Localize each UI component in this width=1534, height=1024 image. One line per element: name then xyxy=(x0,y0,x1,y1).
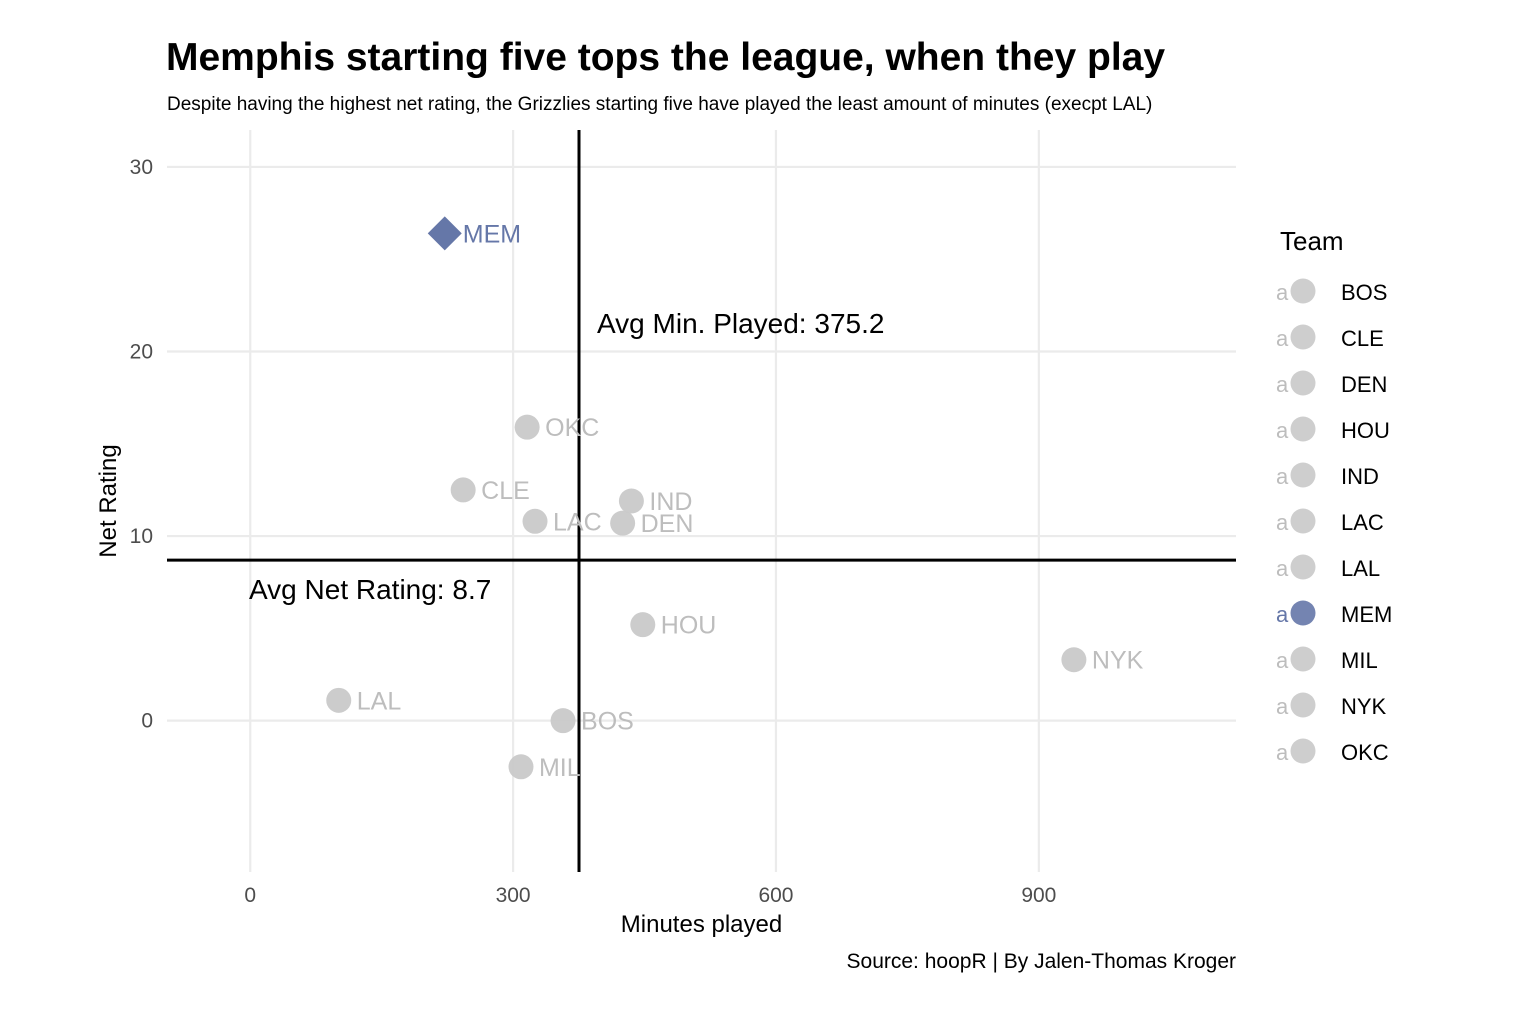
y-tick-label: 30 xyxy=(130,156,153,179)
y-tick-label: 0 xyxy=(141,710,153,733)
grid-lines xyxy=(167,130,1236,872)
legend-key-lal xyxy=(1290,554,1316,580)
legend-label-mil: MIL xyxy=(1341,648,1378,673)
legend-glyph-text: a xyxy=(1276,556,1289,581)
legend-key-ind xyxy=(1290,462,1316,488)
point-lac xyxy=(522,508,548,534)
legend-key-den xyxy=(1290,370,1316,396)
legend-label-ind: IND xyxy=(1341,464,1379,489)
axis-ticks: 0 300 600 900 0 10 20 30 xyxy=(130,156,1057,907)
legend-title: Team xyxy=(1280,226,1344,256)
legend-glyph-text: a xyxy=(1276,510,1289,535)
legend-label-lac: LAC xyxy=(1341,510,1384,535)
legend-glyph-text: a xyxy=(1276,464,1289,489)
point-label-cle: CLE xyxy=(481,477,530,505)
legend-glyph-text: a xyxy=(1276,372,1289,397)
point-ind xyxy=(618,488,644,514)
y-tick-label: 20 xyxy=(130,340,153,363)
legend-glyph-text: a xyxy=(1276,694,1289,719)
point-label-den: DEN xyxy=(641,510,694,538)
y-axis-title: Net Rating xyxy=(95,444,122,557)
legend-key-okc xyxy=(1290,738,1316,764)
avg-minutes-annotation: Avg Min. Played: 375.2 xyxy=(597,308,884,339)
point-label-mem: MEM xyxy=(463,220,521,248)
legend-key-nyk xyxy=(1290,692,1316,718)
chart-title: Memphis starting five tops the league, w… xyxy=(166,36,1166,79)
point-label-hou: HOU xyxy=(661,612,717,640)
point-den xyxy=(610,510,636,536)
legend-key-mem xyxy=(1290,600,1316,626)
legend-key-hou xyxy=(1290,416,1316,442)
point-label-mil: MIL xyxy=(539,754,581,782)
legend-label-cle: CLE xyxy=(1341,326,1384,351)
legend-label-bos: BOS xyxy=(1341,280,1387,305)
point-nyk xyxy=(1061,647,1087,673)
reference-lines: Avg Min. Played: 375.2 Avg Net Rating: 8.… xyxy=(167,130,1236,872)
legend-glyph-text: a xyxy=(1276,418,1289,443)
legend-label-lal: LAL xyxy=(1341,556,1380,581)
legend-glyph-text: a xyxy=(1276,648,1289,673)
x-tick-label: 600 xyxy=(758,884,793,907)
legend-glyph-text: a xyxy=(1276,740,1289,765)
source-caption: Source: hoopR | By Jalen-Thomas Kroger xyxy=(846,950,1236,973)
legend-key-mil xyxy=(1290,646,1316,672)
point-label-ind: IND xyxy=(649,488,692,516)
x-tick-label: 0 xyxy=(244,884,256,907)
x-tick-label: 300 xyxy=(496,884,531,907)
chart-subtitle: Despite having the highest net rating, t… xyxy=(167,94,1153,115)
point-cle xyxy=(450,477,476,503)
legend-glyph-text: a xyxy=(1276,326,1289,351)
legend-key-lac xyxy=(1290,508,1316,534)
legend-label-okc: OKC xyxy=(1341,740,1389,765)
legend-key-bos xyxy=(1290,278,1316,304)
avg-net-rating-annotation: Avg Net Rating: 8.7 xyxy=(249,574,491,605)
point-lal xyxy=(326,687,352,713)
point-label-lac: LAC xyxy=(553,508,602,536)
point-mil xyxy=(508,754,534,780)
legend-glyph-text: a xyxy=(1276,280,1289,305)
point-hou xyxy=(630,612,656,638)
x-axis-title: Minutes played xyxy=(621,911,782,938)
legend-glyph-text: a xyxy=(1276,602,1289,627)
x-tick-label: 900 xyxy=(1021,884,1056,907)
point-label-nyk: NYK xyxy=(1092,647,1144,675)
legend: Team a BOS a CLE a DEN a HOU a IND a LAC a LAL a MEM a MI… xyxy=(1276,226,1392,765)
legend-label-nyk: NYK xyxy=(1341,694,1387,719)
point-okc xyxy=(514,414,540,440)
point-bos xyxy=(550,708,576,734)
data-points: BOS CLE DEN HOU IND LAC LAL MEM MIL NYK OKC xyxy=(326,216,1144,782)
point-label-bos: BOS xyxy=(581,708,634,736)
y-tick-label: 10 xyxy=(130,525,153,548)
legend-label-mem: MEM xyxy=(1341,602,1392,627)
point-mem xyxy=(427,216,462,251)
legend-label-hou: HOU xyxy=(1341,418,1390,443)
point-label-okc: OKC xyxy=(545,414,599,442)
legend-label-den: DEN xyxy=(1341,372,1387,397)
point-label-lal: LAL xyxy=(357,687,402,715)
legend-key-cle xyxy=(1290,324,1316,350)
